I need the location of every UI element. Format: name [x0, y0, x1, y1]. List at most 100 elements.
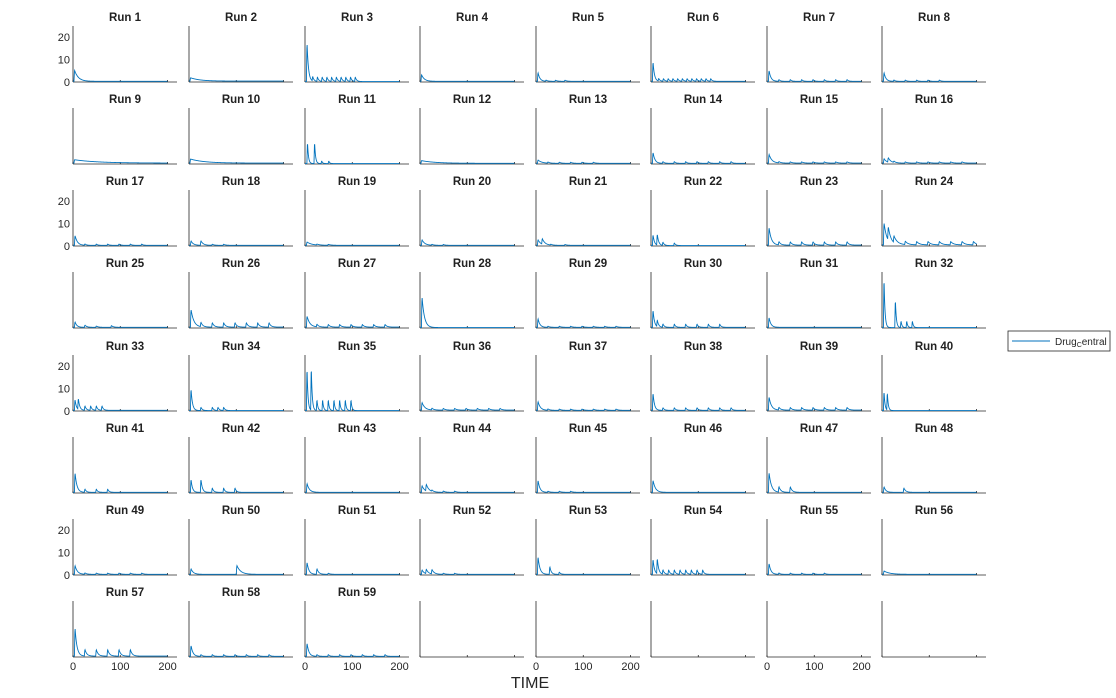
series-line-drug-central: [651, 480, 746, 493]
panel-title: Run 37: [569, 341, 607, 353]
series-line-drug-central: [420, 483, 515, 493]
panel-title: Run 22: [684, 176, 722, 188]
panel-title: Run 51: [338, 505, 377, 517]
series-line-drug-central: [882, 71, 977, 82]
series-line-drug-central: [882, 570, 977, 575]
panel-34: Run 34: [188, 341, 293, 412]
x-tick-label: 200: [390, 661, 408, 673]
x-tick-label: 100: [343, 661, 361, 673]
series-line-drug-central: [305, 371, 400, 411]
panel-title: Run 56: [915, 505, 953, 517]
panel-49: Run 49 0 10 20: [58, 505, 177, 582]
y-tick-label: 10: [58, 219, 70, 231]
series-line-drug-central: [420, 160, 515, 164]
panel-title: Run 50: [222, 505, 260, 517]
panel-title: Run 46: [684, 423, 722, 435]
panel-10: Run 10: [188, 94, 293, 165]
panel-title: Run 17: [106, 176, 144, 188]
panel-title: Run 28: [453, 258, 492, 270]
panel-title: Run 49: [106, 505, 144, 517]
panel-56: Run 56: [881, 505, 986, 576]
panel-15: Run 15: [766, 94, 871, 165]
panel-20: Run 20: [419, 176, 524, 247]
series-line-drug-central: [651, 152, 746, 164]
series-line-drug-central: [189, 77, 284, 82]
series-line-drug-central: [420, 568, 515, 575]
panel-title: Run 45: [569, 423, 608, 435]
panel-40: Run 40: [881, 341, 986, 412]
series-line-drug-central: [189, 480, 284, 493]
panel-1: Run 1 0 10 20: [58, 12, 177, 89]
panel-8: Run 8: [881, 12, 986, 83]
panel-57: Run 57 0 100 200: [70, 587, 177, 673]
y-tick-label: 0: [64, 77, 70, 89]
panel-title: Run 58: [222, 587, 261, 599]
series-line-drug-central: [73, 320, 168, 328]
panel-title: Run 41: [106, 423, 145, 435]
panel-title: Run 18: [222, 176, 261, 188]
panel-22: Run 22: [650, 176, 755, 247]
series-line-drug-central: [73, 564, 168, 575]
panel-title: Run 3: [341, 12, 373, 24]
series-line-drug-central: [189, 645, 284, 657]
series-line-drug-central: [73, 399, 168, 411]
panel-title: Run 30: [684, 258, 722, 270]
panel-title: Run 4: [456, 12, 489, 24]
panel-30: Run 30: [650, 258, 755, 329]
series-line-drug-central: [73, 68, 168, 82]
y-tick-label: 20: [58, 525, 70, 537]
series-line-drug-central: [536, 71, 631, 82]
panel-46: Run 46: [650, 423, 755, 494]
series-line-drug-central: [767, 563, 862, 575]
series-line-drug-central: [305, 241, 400, 246]
panel-2: Run 2: [188, 12, 293, 83]
panel-title: Run 42: [222, 423, 260, 435]
series-line-drug-central: [767, 317, 862, 328]
panel-4: Run 4: [419, 12, 524, 83]
panel-title: Run 53: [569, 505, 607, 517]
panel-title: Run 33: [106, 341, 144, 353]
panel-title: Run 21: [569, 176, 608, 188]
series-line-drug-central: [536, 237, 631, 246]
y-tick-label: 0: [64, 570, 70, 582]
panel-title: Run 27: [338, 258, 376, 270]
panel-5: Run 5: [535, 12, 640, 83]
panel-64: [881, 601, 986, 658]
series-line-drug-central: [536, 400, 631, 411]
panel-54: Run 54: [650, 505, 755, 576]
series-line-drug-central: [305, 144, 400, 164]
panel-title: Run 39: [800, 341, 838, 353]
panel-title: Run 32: [915, 258, 953, 270]
panel-21: Run 21: [535, 176, 640, 247]
panel-title: Run 55: [800, 505, 839, 517]
panel-title: Run 12: [453, 94, 491, 106]
panel-12: Run 12: [419, 94, 524, 165]
series-line-drug-central: [651, 311, 746, 328]
panel-51: Run 51: [304, 505, 409, 576]
panel-63: 0 100 200: [764, 601, 871, 673]
x-tick-label: 0: [302, 661, 308, 673]
series-line-drug-central: [305, 482, 400, 493]
series-line-drug-central: [767, 70, 862, 82]
panel-3: Run 3: [304, 12, 409, 83]
series-line-drug-central: [767, 397, 862, 411]
panel-title: Run 43: [338, 423, 376, 435]
series-line-drug-central: [651, 394, 746, 411]
series-line-drug-central: [536, 159, 631, 164]
y-tick-label: 10: [58, 548, 70, 560]
series-line-drug-central: [767, 473, 862, 493]
series-line-drug-central: [189, 564, 284, 575]
panel-title: Run 25: [106, 258, 145, 270]
series-line-drug-central: [651, 234, 746, 246]
series-line-drug-central: [882, 223, 977, 246]
legend-label-subscript: C: [1077, 342, 1082, 349]
panel-title: Run 31: [800, 258, 839, 270]
panel-title: Run 24: [915, 176, 954, 188]
panel-14: Run 14: [650, 94, 755, 165]
panel-title: Run 16: [915, 94, 953, 106]
series-line-drug-central: [189, 158, 284, 164]
panel-title: Run 15: [800, 94, 839, 106]
y-tick-label: 20: [58, 361, 70, 373]
y-tick-label: 20: [58, 32, 70, 44]
